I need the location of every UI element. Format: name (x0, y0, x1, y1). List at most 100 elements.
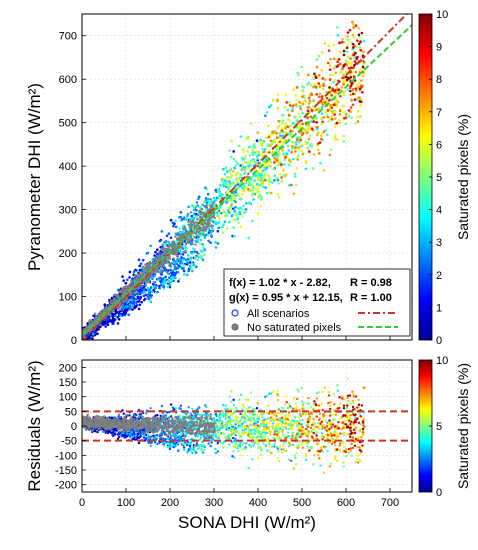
data-point-no-saturation (99, 314, 102, 317)
data-point (252, 150, 255, 153)
data-point (229, 196, 233, 200)
data-point (251, 219, 254, 223)
data-point (333, 94, 337, 97)
data-point-no-saturation (95, 315, 98, 319)
data-point (262, 150, 265, 154)
data-point (280, 120, 283, 123)
data-point (129, 305, 132, 308)
data-point (193, 264, 197, 268)
data-point-no-saturation (201, 229, 204, 232)
fit-line-g (82, 24, 412, 336)
residual-point (135, 435, 138, 439)
data-point (287, 149, 291, 152)
data-point (214, 246, 218, 249)
data-point (112, 320, 115, 323)
data-point (355, 57, 358, 61)
data-point-no-saturation (157, 265, 161, 268)
data-point-no-saturation (164, 261, 167, 265)
data-point (311, 167, 315, 170)
data-point-no-saturation (163, 240, 166, 244)
residual-point (279, 419, 282, 422)
residual-point (149, 441, 153, 445)
residual-point (133, 438, 136, 441)
data-point-no-saturation (205, 225, 209, 229)
data-point (293, 115, 297, 118)
data-point-no-saturation (208, 222, 211, 225)
data-point (345, 50, 349, 53)
data-point-no-saturation (97, 313, 100, 317)
data-point-no-saturation (132, 280, 135, 283)
data-point (270, 191, 273, 195)
data-point (249, 122, 253, 125)
data-point (304, 167, 308, 171)
data-point-no-saturation (116, 294, 119, 298)
data-point (170, 269, 173, 273)
data-point-no-saturation (191, 242, 194, 246)
data-point (291, 104, 295, 108)
data-point (262, 169, 265, 172)
data-point (328, 86, 331, 89)
data-point-no-saturation (141, 284, 144, 288)
data-point (326, 115, 330, 119)
data-point (323, 42, 327, 45)
data-point (334, 117, 337, 120)
data-point (351, 70, 354, 74)
data-point (275, 159, 279, 162)
data-point (310, 120, 313, 123)
data-point (216, 187, 220, 190)
data-point (270, 181, 274, 185)
data-point (315, 120, 318, 124)
data-point (216, 242, 220, 245)
data-point (173, 265, 177, 269)
data-point (199, 254, 202, 258)
data-point (280, 163, 283, 166)
residual-point (179, 404, 183, 407)
data-point (267, 191, 271, 194)
residual-point (264, 395, 267, 399)
data-point (256, 184, 259, 188)
data-point-no-saturation (196, 218, 199, 221)
data-point (316, 148, 320, 152)
data-point (115, 311, 118, 314)
residual-point (163, 430, 166, 434)
main-colorbar-tick-label: 4 (436, 205, 442, 217)
data-point (361, 74, 365, 78)
residual-point (191, 451, 194, 455)
data-point-no-saturation (124, 289, 127, 292)
data-point-no-saturation (176, 257, 179, 261)
data-point (146, 295, 150, 299)
data-point (113, 318, 117, 321)
data-point (280, 176, 283, 179)
data-point (261, 140, 264, 144)
data-point (219, 225, 223, 229)
main-y-tick-label: 100 (59, 292, 77, 304)
data-point-no-saturation (112, 297, 116, 300)
data-point (149, 295, 153, 299)
data-point (318, 152, 321, 155)
data-point (230, 182, 234, 185)
data-point (127, 313, 131, 317)
data-point (288, 119, 291, 122)
data-point-no-saturation (184, 250, 187, 253)
data-point (360, 31, 364, 35)
data-point-no-saturation (179, 252, 183, 256)
data-point (252, 193, 255, 197)
residual-point (138, 435, 142, 439)
data-point (137, 299, 141, 303)
data-point (180, 218, 183, 222)
data-point (261, 147, 264, 151)
legend-marker-open-circle (231, 309, 239, 317)
data-point (267, 163, 270, 167)
residual-point (128, 432, 132, 436)
residual-point (195, 413, 198, 417)
data-point (295, 85, 299, 89)
data-point-no-saturation (193, 250, 197, 253)
data-point (300, 65, 303, 69)
data-point-no-saturation (203, 204, 206, 208)
main-colorbar-tick-label: 10 (436, 9, 448, 21)
data-point (358, 96, 361, 100)
data-point (225, 183, 229, 187)
data-point (326, 109, 330, 112)
data-point (285, 152, 289, 156)
data-point (222, 223, 225, 226)
